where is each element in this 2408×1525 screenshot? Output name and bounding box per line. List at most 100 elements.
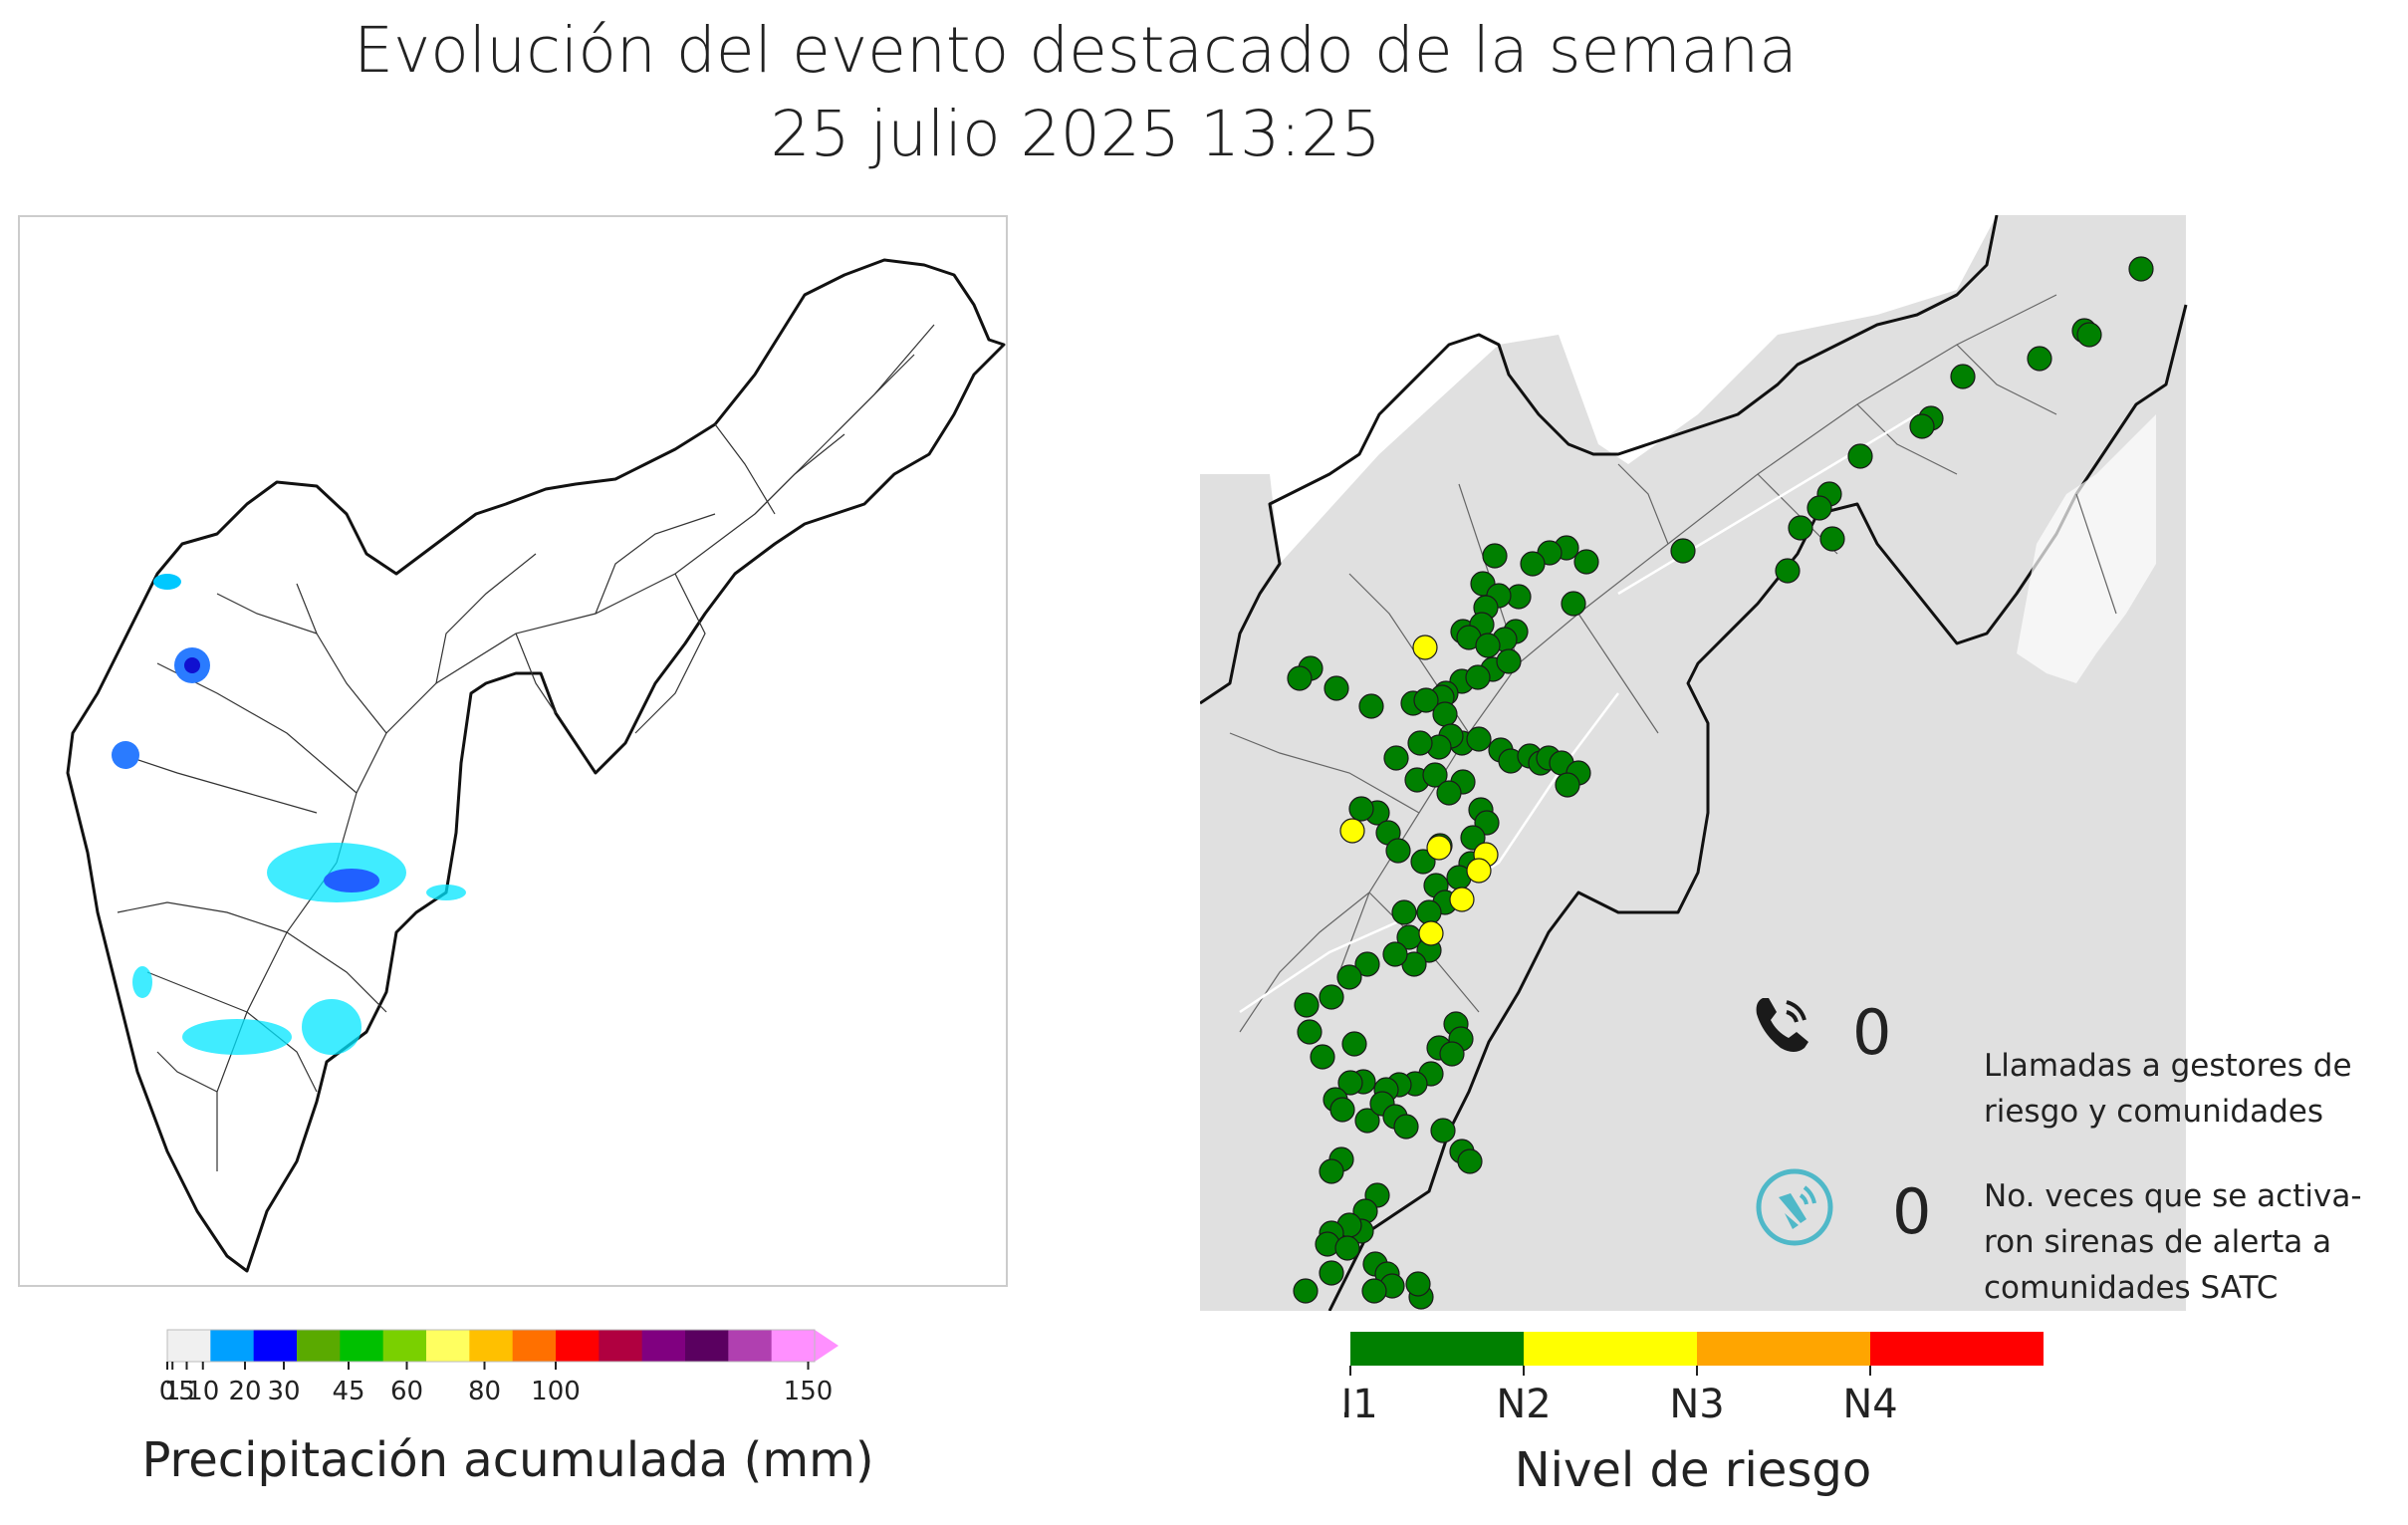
precip-color-segment [512, 1330, 557, 1362]
page-subtitle: 25 julio 2025 13:25 [770, 98, 1381, 170]
station-marker-n1 [1361, 1278, 1387, 1304]
station-marker-n1 [1775, 558, 1801, 584]
station-marker-n1 [1310, 1044, 1335, 1070]
station-marker-n1 [1422, 762, 1448, 788]
risk-level-segment [1870, 1332, 2044, 1366]
precip-color-segment [210, 1330, 255, 1362]
station-marker-n1 [1475, 633, 1501, 658]
station-marker-n2 [1339, 818, 1365, 844]
risk-colorbar-title: Nivel de riesgo [1514, 1442, 1872, 1498]
station-marker-n1 [1847, 443, 1873, 469]
station-marker-n1 [1436, 780, 1462, 806]
precipitation-patches [112, 574, 466, 1055]
siren-icon [1756, 1168, 1833, 1246]
station-marker-n1 [1383, 745, 1409, 771]
station-marker-n1 [1324, 675, 1349, 701]
station-marker-n1 [1341, 1031, 1367, 1057]
station-marker-n1 [1391, 899, 1417, 925]
calls-label: Llamadas a gestores de riesgo y comunida… [1984, 1048, 2352, 1130]
station-marker-n1 [1293, 1278, 1319, 1304]
station-marker-n1 [1460, 825, 1486, 851]
station-marker-n2 [1466, 858, 1492, 884]
station-marker-n1 [1334, 1235, 1360, 1261]
station-marker-n1 [1337, 1070, 1363, 1096]
precip-color-segment [641, 1330, 686, 1362]
station-marker-n1 [1555, 772, 1580, 798]
risk-level-label: N3 [1669, 1382, 1724, 1427]
risk-level-segment [1697, 1332, 1870, 1366]
station-marker-n1 [1466, 726, 1492, 752]
precipitation-map [18, 215, 1008, 1287]
precip-tick-label: 5 [178, 1377, 195, 1406]
station-marker-n1 [1806, 495, 1832, 521]
station-marker-n1 [1410, 849, 1436, 875]
station-marker-n2 [1412, 635, 1438, 660]
precip-color-segment [382, 1330, 427, 1362]
risk-level-label: N2 [1496, 1382, 1551, 1427]
station-marker-n1 [1319, 1260, 1344, 1286]
station-marker-n1 [2128, 256, 2154, 282]
precip-tick-label: 1 [164, 1377, 181, 1406]
station-marker-n1 [1819, 526, 1845, 552]
station-marker-n1 [1336, 964, 1362, 990]
station-marker-n1 [1319, 984, 1344, 1010]
precip-tick-label: 45 [332, 1377, 364, 1406]
precip-tick-label: 0 [159, 1377, 175, 1406]
precip-colorbar-segments [167, 1330, 816, 1362]
risk-map [1200, 215, 2188, 1311]
station-marker-n1 [1382, 941, 1408, 967]
precip-color-segment [426, 1330, 470, 1362]
station-marker-n2 [1418, 920, 1444, 946]
risk-level-segment [1350, 1332, 1524, 1366]
basin-outline [66, 258, 1006, 1273]
station-marker-n2 [1449, 887, 1475, 912]
station-marker-n1 [1413, 687, 1439, 713]
station-marker-n1 [1432, 701, 1458, 727]
precip-color-segment [728, 1330, 773, 1362]
precip-tick-label: 150 [784, 1377, 834, 1406]
station-marker-n1 [1329, 1097, 1355, 1123]
station-marker-n1 [1354, 951, 1380, 977]
precip-color-segment [469, 1330, 514, 1362]
page-title: Evolución del evento destacado de la sem… [354, 14, 1798, 87]
station-marker-n1 [1294, 992, 1320, 1018]
station-marker-n1 [1297, 1019, 1323, 1045]
sirens-label: No. veces que se activa- ron sirenas de … [1984, 1178, 2362, 1306]
station-marker-n1 [1520, 551, 1546, 577]
station-marker-n1 [1670, 538, 1696, 564]
station-marker-n1 [1393, 1114, 1419, 1140]
station-marker-n1 [1439, 1041, 1465, 1067]
station-marker-n1 [1430, 1118, 1456, 1144]
precip-tick-label: 30 [267, 1377, 300, 1406]
precip-tick-label: 10 [186, 1377, 219, 1406]
station-marker-n1 [1561, 591, 1586, 617]
precip-tick-label: 100 [531, 1377, 581, 1406]
phone-icon [1756, 998, 1808, 1052]
station-marker-n1 [1354, 1108, 1380, 1134]
station-marker-n1 [1405, 1271, 1431, 1297]
station-marker-n1 [1465, 664, 1491, 690]
station-marker-n2 [1426, 835, 1452, 861]
region-shade [1200, 215, 2186, 1311]
risk-level-segment [1524, 1332, 1697, 1366]
precip-tick-label: 60 [390, 1377, 423, 1406]
precip-color-segment [685, 1330, 729, 1362]
station-marker-n1 [2027, 346, 2052, 372]
station-markers [1287, 256, 2154, 1310]
precip-color-segment [556, 1330, 600, 1362]
station-marker-n1 [1788, 515, 1813, 541]
colorbar-extend-arrow [815, 1330, 839, 1362]
station-marker-n1 [1407, 730, 1433, 756]
precipitation-colorbar-title: Precipitación acumulada (mm) [141, 1432, 874, 1488]
station-marker-n1 [1385, 838, 1411, 864]
risk-level-label: N1 [1344, 1382, 1378, 1427]
station-marker-n1 [1416, 899, 1442, 925]
river-network [117, 324, 935, 1171]
precip-color-segment [599, 1330, 643, 1362]
station-marker-n1 [1573, 549, 1599, 575]
precip-color-segment [253, 1330, 298, 1362]
station-marker-n1 [1287, 665, 1313, 691]
precip-color-segment [340, 1330, 384, 1362]
risk-colorbar: N1 N2 N3 N4 [1344, 1332, 2044, 1427]
